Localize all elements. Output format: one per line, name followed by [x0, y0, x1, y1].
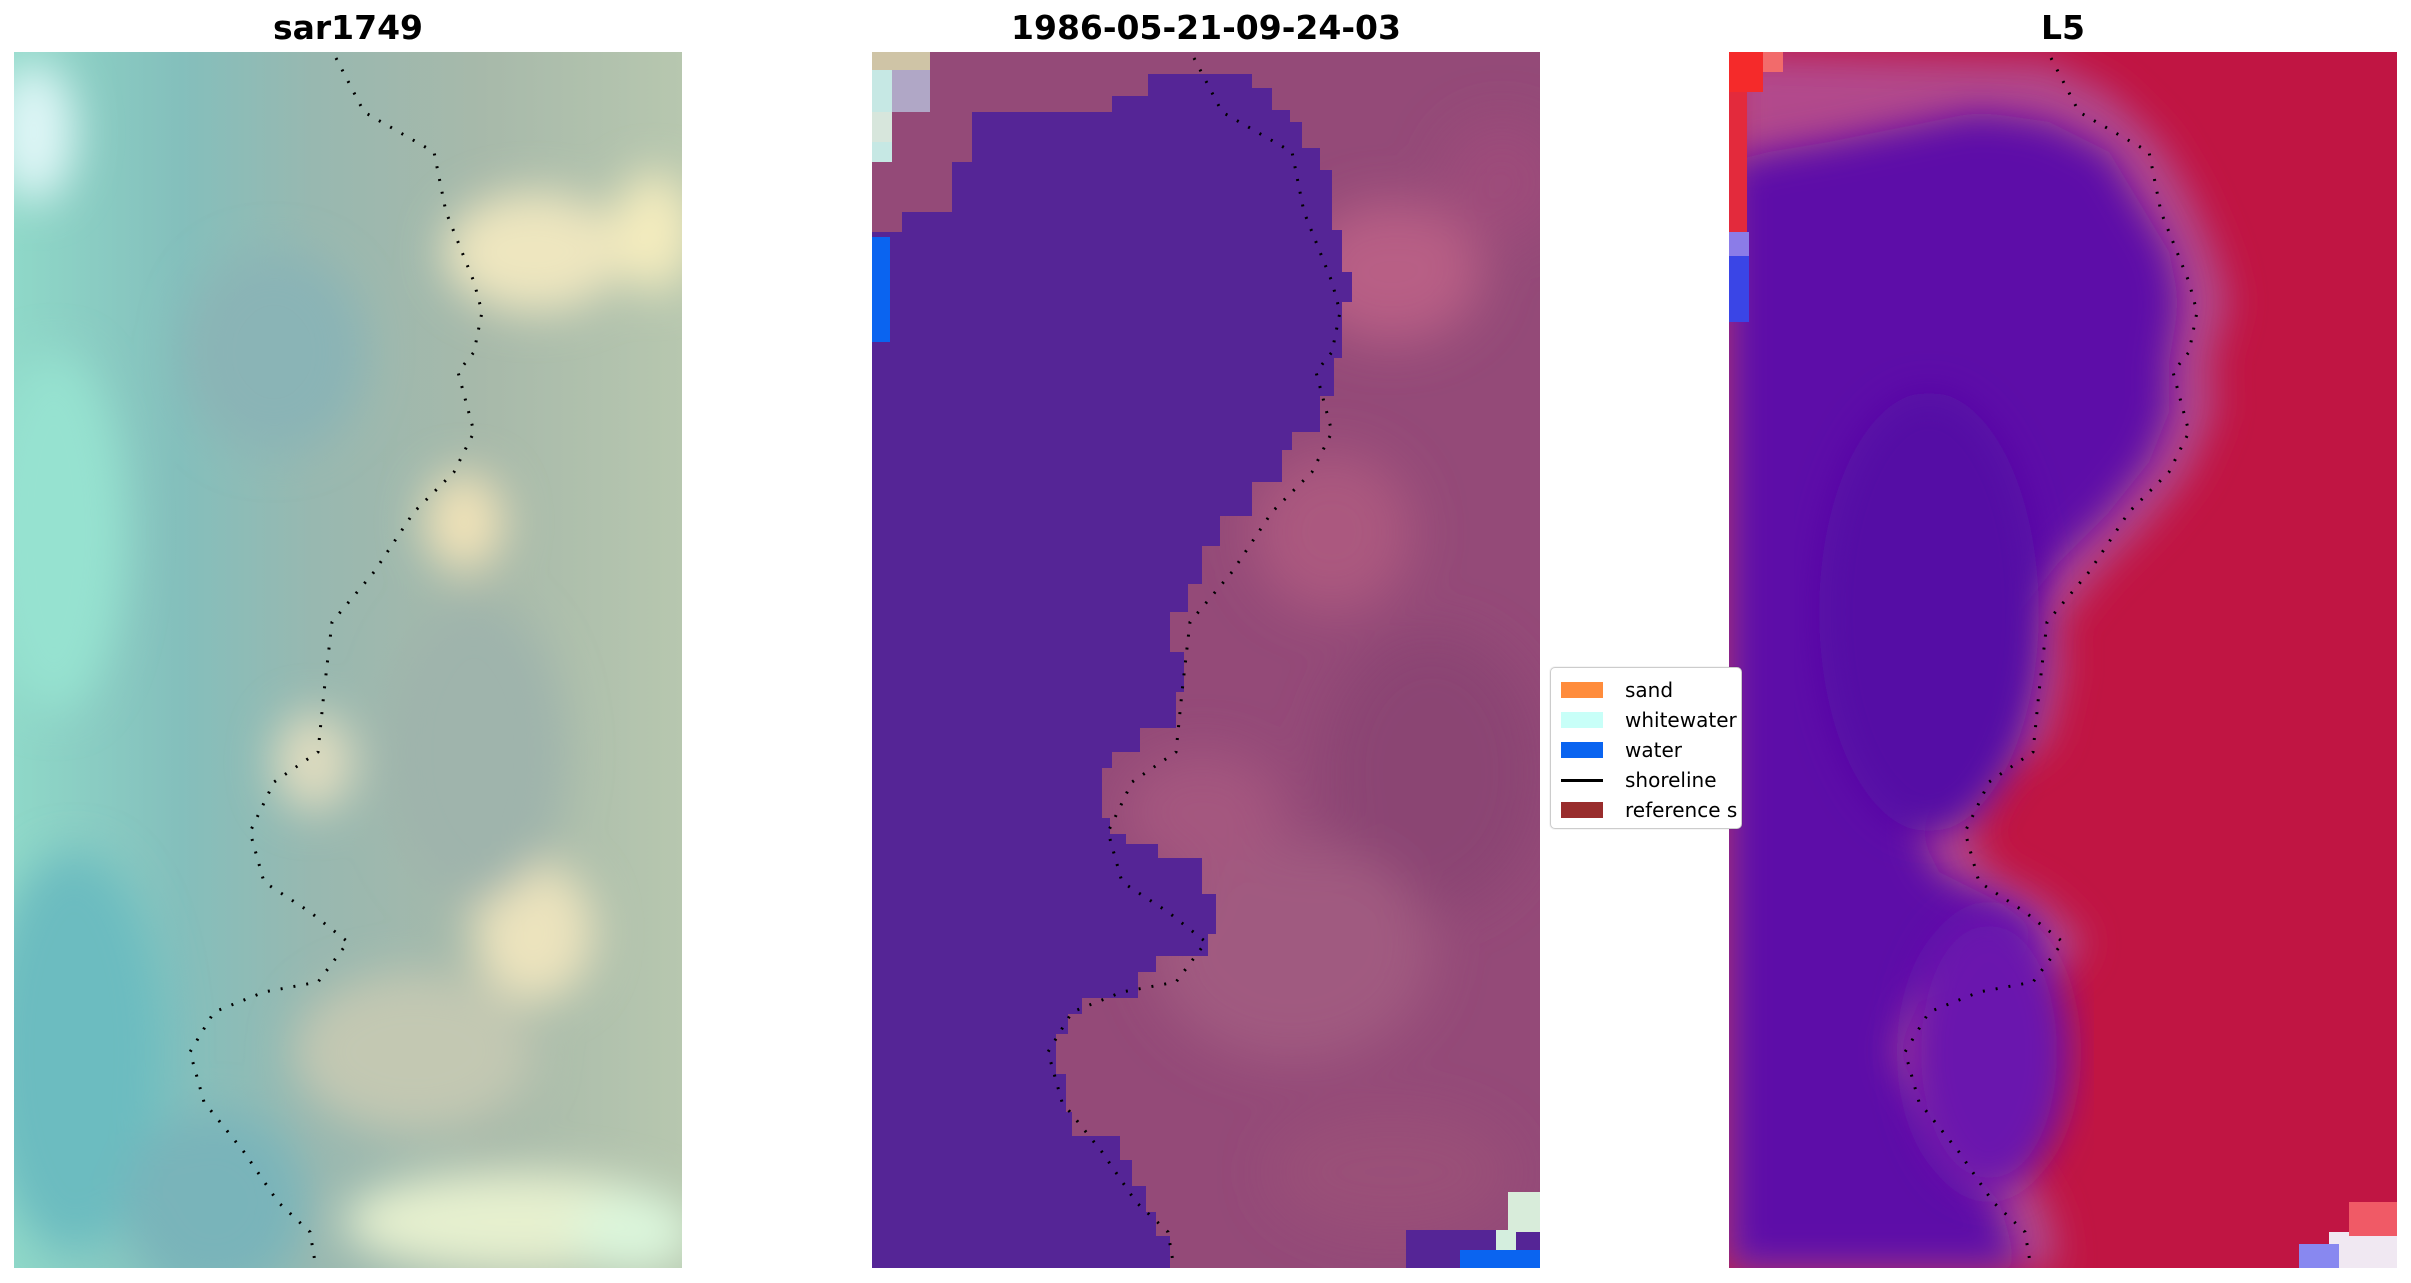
- legend-swatch-reference: [1561, 802, 1603, 818]
- rgb-image-panel: [14, 52, 682, 1268]
- panel-title-left: sar1749: [272, 8, 424, 47]
- legend-swatch-sand: [1561, 682, 1603, 698]
- panel-title-middle: 1986-05-21-09-24-03: [1011, 8, 1401, 47]
- shoreline-left: [188, 57, 484, 1268]
- shoreline-middle: [1046, 57, 1342, 1268]
- rgb-image: [14, 52, 682, 1268]
- l5-image: [1729, 52, 2397, 1268]
- legend-label: shoreline: [1625, 768, 1717, 792]
- legend-item-shoreline: shoreline: [1561, 766, 1717, 794]
- legend-item-whitewater: whitewater: [1561, 706, 1737, 734]
- classified-image-panel: [872, 52, 1540, 1268]
- legend-item-sand: sand: [1561, 676, 1673, 704]
- legend-label: whitewater: [1625, 708, 1737, 732]
- l5-image-panel: [1729, 52, 2397, 1268]
- legend-label: sand: [1625, 678, 1674, 702]
- legend: sand whitewater water shoreline referenc…: [1550, 667, 1742, 829]
- legend-swatch-water: [1561, 742, 1603, 758]
- shoreline-right: [1903, 57, 2199, 1268]
- legend-label: reference s: [1625, 798, 1738, 822]
- classified-image: [872, 52, 1540, 1268]
- legend-item-water: water: [1561, 736, 1682, 764]
- legend-item-reference: reference s: [1561, 796, 1737, 824]
- water-class-region: [872, 74, 1352, 1268]
- legend-swatch-shoreline: [1561, 778, 1603, 782]
- panel-title-right: L5: [2041, 8, 2085, 47]
- legend-swatch-whitewater: [1561, 712, 1603, 728]
- legend-label: water: [1625, 738, 1682, 762]
